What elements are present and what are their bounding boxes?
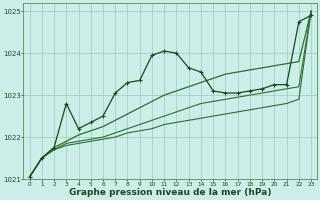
- X-axis label: Graphe pression niveau de la mer (hPa): Graphe pression niveau de la mer (hPa): [69, 188, 272, 197]
